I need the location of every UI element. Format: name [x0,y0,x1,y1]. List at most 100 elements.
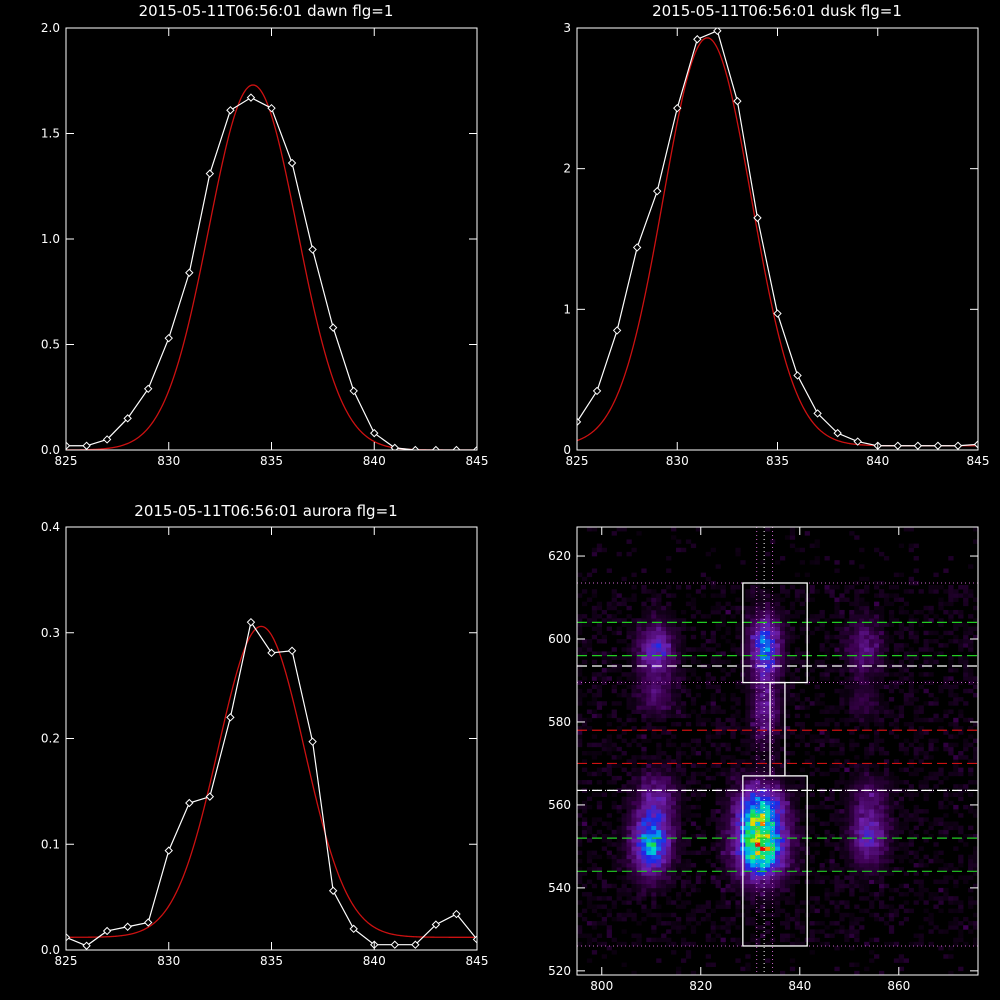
heatmap-cell [874,912,880,918]
heatmap-cell [666,858,672,864]
heatmap-cell [646,863,652,868]
heatmap-cell [586,854,593,860]
heatmap-cell [745,800,751,806]
heatmap-cell [775,622,781,627]
heatmap-cell [710,842,716,847]
heatmap-cell [770,775,776,781]
heatmap-cell [824,618,830,623]
heatmap-cell [864,800,870,806]
heatmap-cell [666,883,672,889]
heatmap-cell [646,767,652,773]
heatmap-cell [720,833,726,839]
heatmap-cell [616,892,622,897]
heatmap-cell [705,850,711,856]
heatmap-cell [943,896,949,901]
heatmap-cell [948,896,954,901]
heatmap-cell [908,784,914,789]
heatmap-cell [849,676,855,681]
heatmap-cell [606,668,612,673]
heatmap-cell [581,892,588,897]
heatmap-cell [854,680,860,685]
heatmap-cell [878,871,885,876]
data-point-marker [853,437,862,446]
heatmap-cell [963,634,969,640]
heatmap-cell [735,701,741,706]
heatmap-cell [938,900,944,905]
heatmap-cell [606,771,612,777]
heatmap-cell [898,767,905,773]
heatmap-cell [745,900,751,905]
heatmap-cell [888,796,895,802]
heatmap-cell [888,838,895,843]
heatmap-cell [680,705,687,710]
heatmap-cell [888,663,895,669]
heatmap-cell [760,589,766,594]
heatmap-cell [661,688,667,694]
heatmap-cell [789,825,796,831]
heatmap-cell [720,892,726,897]
heatmap-cell [918,858,924,864]
heatmap-cell [676,829,682,835]
heatmap-cell [908,941,914,947]
heatmap-cell [760,838,766,843]
heatmap-cell [973,937,979,943]
heatmap-cell [676,788,682,793]
heatmap-cell [710,863,716,868]
heatmap-cell [641,825,647,831]
heatmap-cell [715,817,721,822]
heatmap-cell [651,730,657,735]
heatmap-cell [735,813,741,818]
heatmap-cell [948,867,954,872]
heatmap-cell [671,912,677,918]
heatmap-cell [844,668,850,673]
heatmap-cell [794,829,801,835]
heatmap-cell [765,643,771,648]
heatmap-cell [646,800,652,806]
heatmap-cell [839,626,845,632]
heatmap-cell [789,858,796,864]
heatmap-cell [854,775,860,781]
heatmap-cell [864,680,870,685]
heatmap-cell [641,668,647,673]
heatmap-cell [745,775,751,781]
heatmap-cell [799,775,806,781]
heatmap-cell [913,609,919,615]
heatmap-cell [690,941,697,947]
heatmap-cell [908,833,914,839]
heatmap-cell [913,568,919,573]
heatmap-cell [606,601,612,607]
heatmap-cell [953,784,959,789]
heatmap-cell [705,817,711,822]
heatmap-cell [903,871,909,876]
heatmap-cell [789,900,796,905]
heatmap-cell [656,684,662,690]
heatmap-cell [750,697,756,702]
heatmap-cell [933,896,939,901]
heatmap-cell [705,738,711,744]
heatmap-cell [963,875,969,880]
heatmap-cell [854,597,860,602]
heatmap-cell [755,593,761,598]
heatmap-cell [849,746,855,752]
heatmap-cell [621,601,627,607]
heatmap-cell [770,643,776,648]
heatmap-cell [849,875,855,880]
data-point-marker [793,371,802,380]
heatmap-cell [671,879,677,885]
heatmap-cell [784,813,791,818]
panel-0-x-tick-label: 840 [363,454,386,468]
heatmap-cell [656,854,662,860]
heatmap-cell [616,775,622,781]
heatmap-cell [893,780,900,785]
heatmap-cell [844,825,850,831]
heatmap-cell [631,639,637,644]
heatmap-cell [869,626,875,632]
heatmap-cell [735,759,741,764]
heatmap-cell [789,543,796,549]
heatmap-cell [888,904,895,909]
heatmap-cell [616,551,622,557]
heatmap-cell [913,850,919,856]
heatmap-cell [745,846,751,851]
heatmap-cell [903,900,909,905]
heatmap-cell [779,734,786,739]
